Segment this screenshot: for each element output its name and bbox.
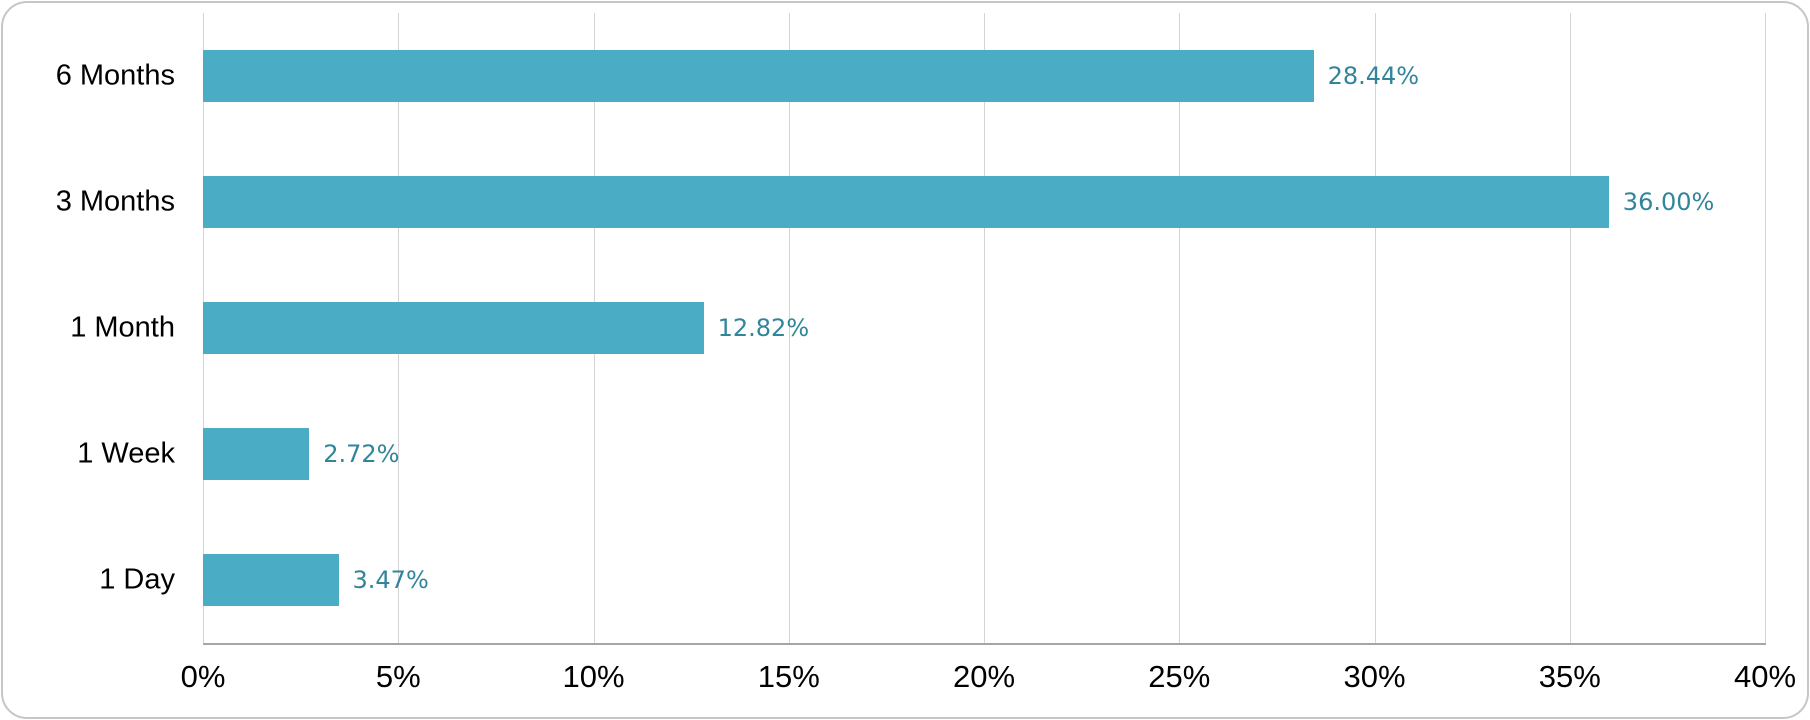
plot-area: 28.44% 36.00% 12.82% 2.72% 3.47%: [203, 13, 1766, 643]
category-label: 1 Month: [70, 311, 175, 344]
bar-value-label: 28.44%: [1327, 62, 1420, 90]
bar-value-label: 12.82%: [717, 314, 810, 342]
bar-value-label: 36.00%: [1622, 188, 1715, 216]
bar: [203, 554, 339, 606]
bar-value-label: 2.72%: [323, 440, 400, 468]
bar-row: 3.47%: [203, 554, 1765, 606]
bar-row: 36.00%: [203, 176, 1765, 228]
gridline: [1765, 13, 1766, 643]
x-axis-line: [203, 643, 1766, 645]
category-label: 1 Day: [99, 563, 175, 596]
x-tick-label: 0%: [180, 659, 226, 694]
category-label: 1 Week: [77, 437, 175, 470]
gridline: [1569, 13, 1571, 643]
gridline: [1179, 13, 1181, 643]
gridline: [984, 13, 985, 643]
x-tick-label: 25%: [1148, 659, 1211, 694]
category-axis: 6 Months 3 Months 1 Month 1 Week 1 Day: [23, 13, 175, 643]
category-label: 6 Months: [55, 59, 175, 92]
gridline: [788, 13, 790, 643]
x-tick-label: 40%: [1733, 659, 1797, 694]
bar-row: 28.44%: [203, 50, 1765, 102]
x-tick-label: 30%: [1343, 659, 1406, 694]
bar: [203, 50, 1314, 102]
x-tick-label: 20%: [952, 659, 1016, 694]
bar-row: 2.72%: [203, 428, 1765, 480]
bar-row: 12.82%: [203, 302, 1765, 354]
bar-value-label: 3.47%: [352, 566, 429, 594]
x-tick-label: 35%: [1538, 659, 1601, 694]
x-tick-label: 10%: [562, 659, 625, 694]
bar: [203, 302, 704, 354]
gridline: [1374, 13, 1376, 643]
x-tick-label: 5%: [375, 659, 421, 694]
bar: [203, 176, 1609, 228]
category-label: 3 Months: [55, 185, 175, 218]
x-axis-tick-labels: 0% 5% 10% 15% 20% 25% 30% 35% 40%: [181, 657, 1796, 701]
x-tick-label: 15%: [757, 659, 820, 694]
bar: [203, 428, 310, 480]
